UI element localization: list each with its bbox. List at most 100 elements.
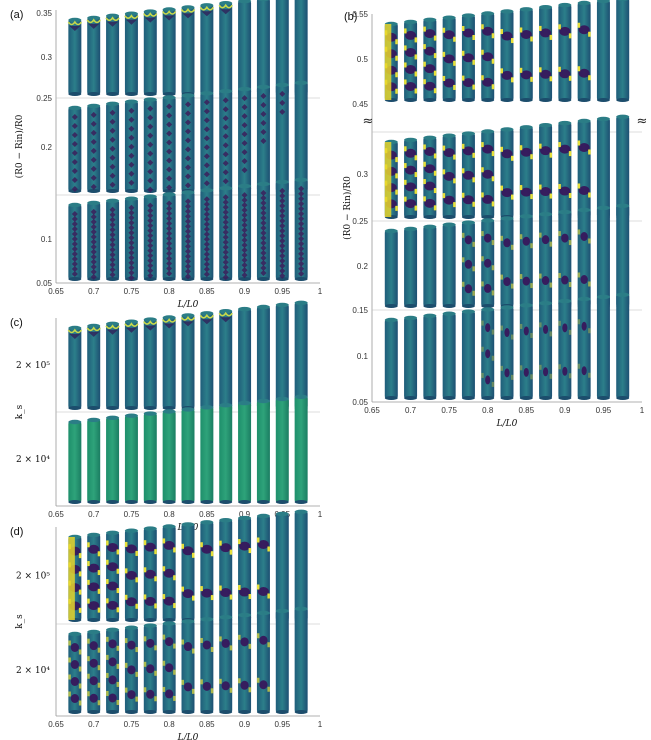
panel-0-cylinder xyxy=(199,3,215,96)
panel-3-x-tick: 0.75 xyxy=(124,720,140,729)
panel-1-y-tick: 0.25 xyxy=(352,217,368,226)
panel-1-cylinder xyxy=(558,209,572,308)
panel-1-cylinder xyxy=(404,19,418,102)
panel-1-y-tick: 0.55 xyxy=(352,10,368,19)
panel-0-cylinder xyxy=(124,99,138,193)
panel-2-cylinder xyxy=(68,419,82,504)
panel-2-y-value: 2 × 10⁴ xyxy=(16,455,50,465)
panel-2-x-tick: 0.7 xyxy=(88,510,100,519)
panel-1-y-tick: 0.15 xyxy=(352,306,368,315)
panel-3-cylinder xyxy=(162,524,176,622)
panel-2-cylinder xyxy=(87,417,101,504)
panel-1-cylinder xyxy=(481,129,495,219)
panel-0-cylinder xyxy=(143,9,158,96)
panel-1-cylinder xyxy=(404,226,418,308)
panel-1-cylinder xyxy=(461,131,475,219)
panel-3-x-tick: 1 xyxy=(318,720,323,729)
panel-2-cylinder xyxy=(238,306,252,410)
panel-0-cylinder xyxy=(181,190,195,281)
panel-1-cylinder xyxy=(577,296,591,400)
panel-2-cylinder xyxy=(256,304,270,410)
panel-1-y-tick: 0.3 xyxy=(357,170,369,179)
panel-2-cylinder xyxy=(256,398,270,504)
panel-1-cylinder xyxy=(616,292,630,400)
panel-0-cylinder xyxy=(67,17,83,96)
panel-0-y-tick: 0.05 xyxy=(36,279,52,288)
panel-2-cylinder xyxy=(143,411,157,504)
panel-0-cylinder xyxy=(161,7,177,96)
panel-0-cylinder xyxy=(105,13,120,96)
panel-2-cylinder xyxy=(180,313,196,410)
panel-3-x-label: L/L0 xyxy=(177,733,199,740)
panel-1-cylinder xyxy=(442,15,456,102)
panel-2-cylinder xyxy=(162,409,176,504)
panel-1-cylinder xyxy=(423,135,437,219)
panel-3-cylinder xyxy=(294,509,308,622)
panel-3-x-tick: 0.8 xyxy=(164,720,176,729)
panel-1-cylinder xyxy=(423,313,437,400)
panel-1-cylinder xyxy=(500,127,514,219)
panel-1-x-tick: 0.95 xyxy=(596,406,612,415)
panel-1-y-tick: 0.05 xyxy=(352,398,368,407)
panel-0-cylinder xyxy=(238,86,252,193)
panel-0-cylinder xyxy=(124,196,138,281)
panel-1-y-tick: 0.45 xyxy=(352,100,368,109)
panel-2-cylinder xyxy=(294,300,308,410)
panel-0-cylinder xyxy=(238,183,252,281)
panel-1-cylinder xyxy=(384,21,398,102)
panel-1-cylinder xyxy=(481,307,495,400)
panel-1-cylinder xyxy=(577,118,591,219)
panel-3-cylinder xyxy=(238,515,252,622)
panel-2-x-tick: 0.85 xyxy=(199,510,215,519)
panel-1-cylinder xyxy=(461,13,475,102)
panel-0-cylinder xyxy=(143,194,157,281)
panel-1-cylinder xyxy=(481,218,495,308)
panel-3-cylinder xyxy=(124,528,138,622)
panel-1-cylinder xyxy=(442,133,456,219)
panel-1-cylinder xyxy=(519,125,533,219)
panel-1-x-tick: 0.8 xyxy=(482,406,494,415)
panel-0-x-tick: 1 xyxy=(318,287,323,296)
panel-1-cylinder xyxy=(558,120,572,219)
panel-2-x-tick: 1 xyxy=(318,510,323,519)
panel-2-label: (c) xyxy=(10,317,23,329)
panel-1-cylinder xyxy=(404,137,418,219)
panel-0-cylinder xyxy=(68,105,82,193)
panel-2-cylinder xyxy=(219,403,233,504)
panel-2-y-label: k_s xyxy=(15,404,25,419)
axis-break-right: ≈ xyxy=(637,114,648,129)
panel-1-cylinder xyxy=(384,317,398,400)
panel-2-cylinder xyxy=(218,309,233,410)
panel-3-cylinder xyxy=(219,615,233,714)
panel-1-cylinder xyxy=(481,11,495,102)
panel-1-cylinder xyxy=(519,214,533,308)
panel-2-cylinder xyxy=(86,323,101,410)
panel-1-cylinder xyxy=(404,315,418,400)
panel-0-x-tick: 0.95 xyxy=(274,287,290,296)
panel-2-y-value: 2 × 10⁵ xyxy=(16,361,50,371)
panel-1-cylinder xyxy=(423,17,437,102)
panel-3-cylinder xyxy=(68,534,82,622)
panel-2-cylinder xyxy=(199,311,215,410)
panel-0-cylinder xyxy=(106,198,120,281)
panel-2-cylinder xyxy=(200,405,214,504)
panel-3-y-value: 2 × 10⁵ xyxy=(16,572,50,582)
panel-0-cylinder xyxy=(219,89,233,193)
panel-3-y-value: 2 × 10⁴ xyxy=(16,666,50,676)
panel-0-cylinder xyxy=(200,91,214,193)
panel-1-cylinder xyxy=(616,203,630,308)
panel-1-cylinder xyxy=(616,114,630,219)
panel-0-cylinder xyxy=(124,11,139,96)
panel-2-cylinder xyxy=(161,315,177,410)
panel-3-cylinder xyxy=(200,520,214,622)
panel-2-cylinder xyxy=(238,400,252,504)
panel-0-cylinder xyxy=(219,186,233,281)
panel-3-x-tick: 0.65 xyxy=(48,720,64,729)
panel-3-label: (d) xyxy=(10,526,23,538)
panel-1-x-tick: 0.75 xyxy=(441,406,457,415)
panel-1-cylinder xyxy=(616,0,630,102)
panel-1-cylinder xyxy=(596,0,610,102)
panel-2-x-tick: 0.75 xyxy=(124,510,140,519)
panel-3-cylinder xyxy=(68,631,82,714)
